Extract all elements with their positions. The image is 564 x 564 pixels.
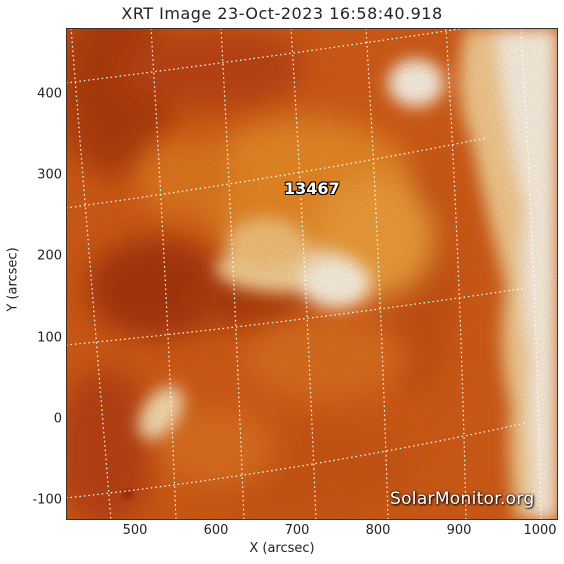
y-tick: 100 — [37, 330, 62, 346]
region-label: 13467 — [284, 179, 340, 198]
xrt-solar-image — [66, 28, 558, 520]
image-title: XRT Image 23-Oct-2023 16:58:40.918 — [121, 4, 443, 23]
watermark: SolarMonitor.org — [390, 489, 535, 509]
x-tick: 700 — [284, 523, 310, 538]
y-tick: 400 — [37, 86, 62, 102]
y-tick: 200 — [37, 248, 62, 264]
x-tick: 900 — [446, 523, 472, 538]
y-tick: 0 — [53, 411, 62, 427]
x-tick: 600 — [203, 523, 229, 538]
x-axis-label: X (arcsec) — [249, 541, 315, 556]
y-tick: 300 — [37, 167, 62, 183]
y-tick: -100 — [32, 492, 62, 508]
x-tick: 800 — [365, 523, 391, 538]
y-axis-label: Y (arcsec) — [5, 247, 21, 312]
x-tick: 1000 — [523, 523, 557, 538]
x-tick: 500 — [122, 523, 148, 538]
heliographic-grid — [66, 28, 542, 520]
